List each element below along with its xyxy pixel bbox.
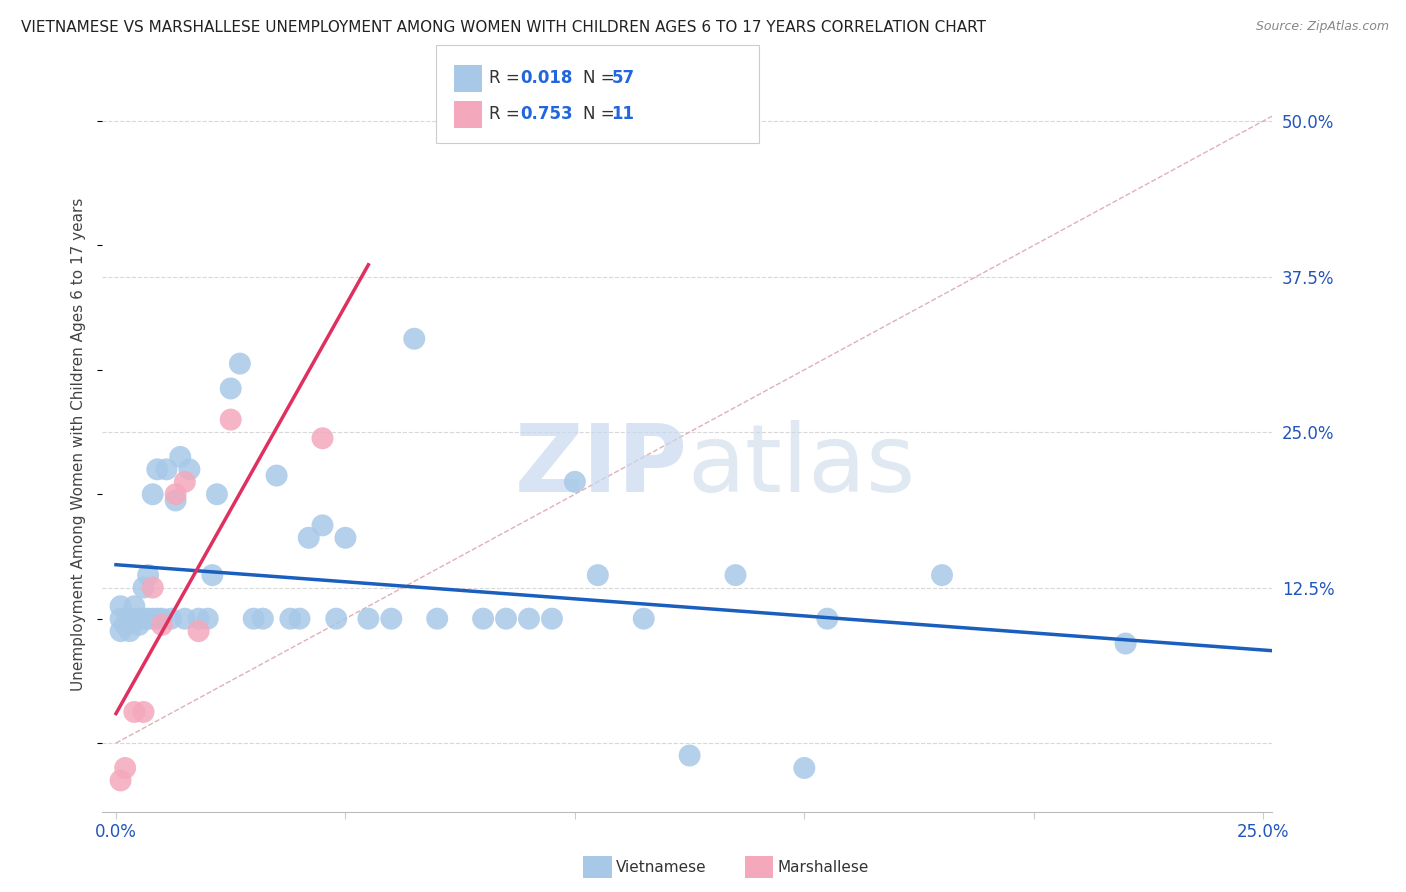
- Point: [564, 475, 586, 489]
- Point: [118, 624, 141, 639]
- Point: [197, 612, 219, 626]
- Point: [146, 612, 169, 626]
- Point: [114, 618, 136, 632]
- Text: ZIP: ZIP: [515, 420, 688, 513]
- Point: [931, 568, 953, 582]
- Point: [128, 612, 150, 626]
- Point: [495, 612, 517, 626]
- Point: [325, 612, 347, 626]
- Point: [1115, 636, 1137, 650]
- Point: [142, 581, 165, 595]
- Point: [298, 531, 321, 545]
- Point: [179, 462, 201, 476]
- Point: [517, 612, 540, 626]
- Text: R =: R =: [489, 105, 526, 123]
- Point: [219, 382, 242, 396]
- Point: [118, 612, 141, 626]
- Point: [426, 612, 449, 626]
- Text: N =: N =: [583, 105, 620, 123]
- Point: [150, 618, 173, 632]
- Point: [169, 450, 191, 464]
- Point: [142, 612, 165, 626]
- Point: [124, 705, 146, 719]
- Point: [136, 568, 159, 582]
- Point: [132, 705, 155, 719]
- Point: [132, 612, 155, 626]
- Point: [110, 612, 132, 626]
- Point: [146, 462, 169, 476]
- Point: [110, 599, 132, 614]
- Point: [311, 518, 333, 533]
- Point: [541, 612, 564, 626]
- Point: [311, 431, 333, 445]
- Point: [724, 568, 747, 582]
- Point: [165, 487, 187, 501]
- Y-axis label: Unemployment Among Women with Children Ages 6 to 17 years: Unemployment Among Women with Children A…: [72, 198, 86, 691]
- Point: [136, 612, 159, 626]
- Text: 0.753: 0.753: [520, 105, 572, 123]
- Point: [586, 568, 609, 582]
- Text: Source: ZipAtlas.com: Source: ZipAtlas.com: [1256, 20, 1389, 33]
- Point: [187, 624, 209, 639]
- Point: [793, 761, 815, 775]
- Point: [110, 773, 132, 788]
- Point: [404, 332, 426, 346]
- Point: [114, 761, 136, 775]
- Point: [173, 612, 195, 626]
- Text: N =: N =: [583, 70, 620, 87]
- Point: [242, 612, 264, 626]
- Point: [110, 624, 132, 639]
- Point: [124, 612, 146, 626]
- Point: [219, 412, 242, 426]
- Point: [165, 493, 187, 508]
- Point: [160, 612, 183, 626]
- Point: [266, 468, 288, 483]
- Point: [815, 612, 838, 626]
- Point: [205, 487, 228, 501]
- Point: [288, 612, 311, 626]
- Point: [187, 612, 209, 626]
- Text: 11: 11: [612, 105, 634, 123]
- Point: [252, 612, 274, 626]
- Text: 0.018: 0.018: [520, 70, 572, 87]
- Point: [472, 612, 495, 626]
- Point: [155, 462, 177, 476]
- Point: [335, 531, 357, 545]
- Point: [357, 612, 380, 626]
- Text: 57: 57: [612, 70, 634, 87]
- Point: [380, 612, 402, 626]
- Text: Marshallese: Marshallese: [778, 860, 869, 874]
- Point: [128, 618, 150, 632]
- Point: [201, 568, 224, 582]
- Point: [173, 475, 195, 489]
- Point: [678, 748, 700, 763]
- Text: atlas: atlas: [688, 420, 915, 513]
- Text: R =: R =: [489, 70, 526, 87]
- Text: Vietnamese: Vietnamese: [616, 860, 706, 874]
- Point: [633, 612, 655, 626]
- Point: [229, 357, 252, 371]
- Point: [132, 581, 155, 595]
- Point: [124, 599, 146, 614]
- Point: [280, 612, 302, 626]
- Text: VIETNAMESE VS MARSHALLESE UNEMPLOYMENT AMONG WOMEN WITH CHILDREN AGES 6 TO 17 YE: VIETNAMESE VS MARSHALLESE UNEMPLOYMENT A…: [21, 20, 986, 35]
- Point: [142, 487, 165, 501]
- Point: [150, 612, 173, 626]
